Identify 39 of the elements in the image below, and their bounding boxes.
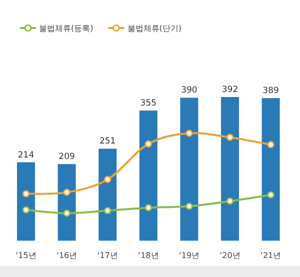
point — [226, 197, 234, 205]
point — [22, 190, 30, 198]
x-tick-label: ‘18년 — [138, 251, 159, 260]
data-label: 251 — [99, 136, 116, 147]
x-tick-label: ‘20년 — [220, 251, 240, 260]
data-label: 355 — [140, 98, 157, 109]
x-tick-label: ‘15년 — [16, 251, 36, 260]
point — [104, 176, 112, 184]
point — [144, 204, 152, 212]
legend-item: 불법체류(등록) — [20, 24, 94, 33]
data-label: 390 — [181, 86, 198, 96]
point — [63, 188, 70, 196]
point — [226, 134, 234, 141]
point — [186, 202, 193, 210]
bar — [17, 162, 35, 241]
x-tick-label: ‘17년 — [97, 251, 118, 260]
data-label: 392 — [222, 85, 238, 95]
bar — [180, 98, 198, 241]
legend-label: 불법체류(단기) — [127, 24, 182, 33]
data-label: 389 — [262, 86, 279, 96]
x-tick-label: ‘21년 — [260, 251, 282, 260]
point — [104, 206, 112, 214]
bar — [221, 97, 239, 241]
point — [63, 210, 70, 217]
bar — [58, 164, 76, 241]
x-tick-label: ‘19년 — [178, 251, 200, 260]
legend-item: 불법체류(단기) — [108, 24, 182, 33]
x-tick-label: ‘16년 — [56, 251, 78, 260]
point — [22, 206, 30, 214]
bar — [262, 98, 280, 241]
point — [267, 191, 274, 199]
point — [144, 140, 152, 148]
bar — [139, 110, 158, 241]
point — [267, 141, 274, 148]
data-label: 209 — [58, 152, 75, 162]
legend-label: 불법체류(등록) — [39, 24, 94, 33]
point — [186, 130, 193, 137]
data-label: 214 — [18, 150, 34, 160]
bar — [98, 148, 117, 241]
